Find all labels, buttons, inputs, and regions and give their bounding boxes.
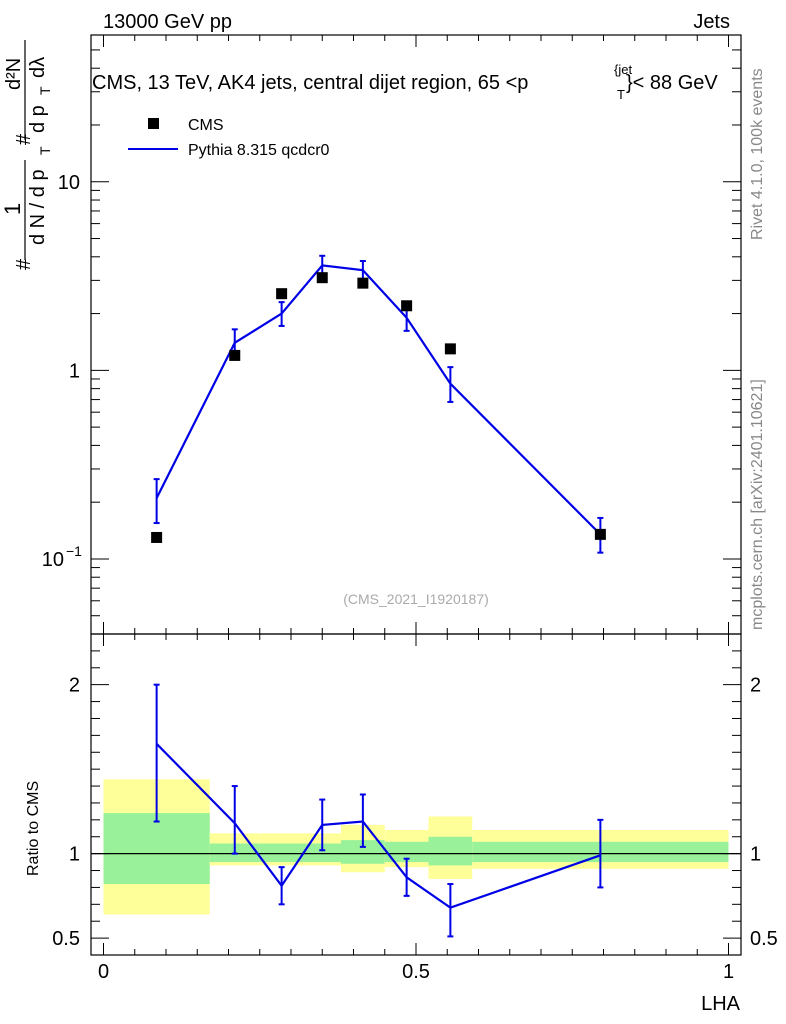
analysis-id: (CMS_2021_I1920187) [343, 591, 489, 607]
ratio-y-tick-label: 1 [69, 844, 80, 866]
y-label-hash-1: # [13, 258, 35, 270]
ratio-band-inner [103, 813, 210, 885]
side-label-mcplots: mcplots.cern.ch [arXiv:2401.10621] [749, 379, 766, 630]
header-energy: 13000 GeV pp [103, 11, 232, 33]
title-main: CMS, 13 TeV, AK4 jets, central dijet reg… [92, 72, 528, 94]
ratio-band-inner [384, 841, 429, 863]
cms-data-point [276, 288, 288, 300]
main-y-tick-label: 1 [69, 360, 80, 382]
x-axis-label: LHA [701, 993, 741, 1015]
legend: CMS Pythia 8.315 qcdcr0 [128, 117, 330, 159]
title-sub: T [617, 87, 625, 102]
ratio-y-tick-label-right: 2 [750, 675, 761, 697]
x-tick-label: 0 [98, 961, 109, 983]
cms-data-point [594, 528, 606, 540]
cms-data-point [401, 300, 413, 312]
ratio-y-tick-label: 2 [69, 675, 80, 697]
legend-cms-marker [148, 118, 159, 129]
ratio-y-tick-label: 0.5 [52, 928, 80, 950]
main-y-tick-label: 10 [42, 549, 64, 571]
pythia-ratio-line [155, 743, 601, 909]
ratio-band-inner [428, 836, 473, 866]
y-label-hash-2: # [13, 133, 35, 145]
y-label-dp: d p [27, 105, 49, 133]
x-tick-label: 1 [723, 961, 734, 983]
ratio-band-inner [341, 840, 385, 864]
ratio-uncertainty-bands [91, 779, 741, 915]
main-y-tick-exponent: −1 [66, 543, 82, 559]
y-label-sub: T [37, 146, 53, 155]
x-tick-label: 0.5 [402, 961, 430, 983]
ratio-y-tick-label-right: 0.5 [750, 928, 778, 950]
pythia-series [153, 254, 604, 938]
ratio-y-tick-label-right: 1 [750, 844, 761, 866]
y-label-dl: dλ [27, 57, 49, 78]
ratio-y-label: Ratio to CMS [25, 781, 42, 876]
plot-title: CMS, 13 TeV, AK4 jets, central dijet reg… [92, 62, 718, 102]
y-label-one: 1 [0, 203, 25, 215]
y-label-sub-2: T [37, 86, 53, 95]
ratio-band-inner [259, 843, 304, 863]
pythia-main-line [155, 264, 602, 536]
ratio-band-inner [303, 843, 341, 863]
cms-data-point [151, 531, 163, 543]
legend-cms-label: CMS [188, 117, 224, 134]
title-sup: {jet [614, 62, 632, 77]
legend-pythia-label: Pythia 8.315 qcdcr0 [188, 142, 330, 159]
cms-data-point [229, 349, 241, 361]
cms-data-point [316, 272, 328, 284]
cms-data-point [357, 277, 369, 289]
cms-series [151, 272, 606, 543]
cms-data-point [444, 343, 456, 355]
side-label-rivet: Rivet 4.1.0, 100k events [749, 68, 766, 240]
header-category: Jets [693, 11, 730, 33]
title-tail: }< 88 GeV [626, 72, 718, 94]
main-y-label: # 1 d N / d p T # d²N d p T dλ [0, 40, 53, 270]
y-label-d2n: d²N [3, 58, 25, 90]
main-y-tick-label: 10 [58, 172, 80, 194]
y-label-dn: d N / d p [27, 169, 49, 245]
